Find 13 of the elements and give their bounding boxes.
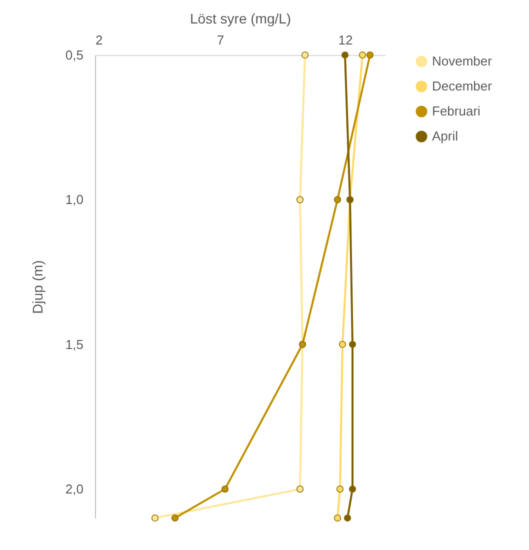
x-axis-title: Löst syre (mg/L)	[190, 10, 292, 26]
y-tick-label: 1,5	[65, 336, 84, 352]
legend-label: November	[432, 54, 493, 68]
legend-label: December	[432, 78, 493, 94]
x-tick-label: 2	[96, 32, 103, 48]
y-tick-label: 1,0	[65, 192, 84, 208]
legend-label: Februari	[432, 104, 481, 118]
x-tick-label: 12	[338, 32, 353, 48]
legend-label: April	[432, 128, 458, 144]
y-axis-title: Djup (m)	[29, 260, 46, 314]
y-tick-label: 2,0	[65, 482, 84, 497]
x-tick-label: 7	[216, 32, 224, 48]
y-tick-label: 0,5	[65, 48, 84, 62]
